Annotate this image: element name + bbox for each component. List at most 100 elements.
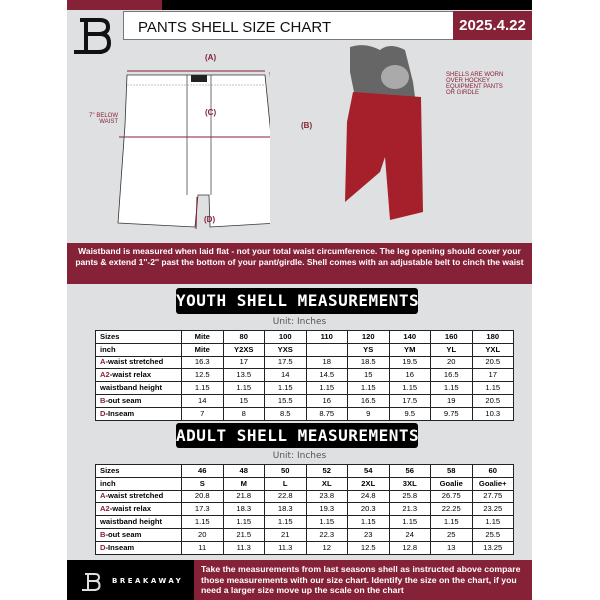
table-row: A-waist stretched 16.3 17 17.5 18 18.5 19.5 20 2… xyxy=(95,355,514,370)
footer-logo-icon xyxy=(82,573,101,591)
table-cell: 52 xyxy=(305,464,348,478)
row-label: D-Inseam xyxy=(95,406,182,421)
row-label-prefix: A xyxy=(100,491,106,501)
table-row: A2-waist relax 12.5 13.5 14 14.5 15 16 16.5 17 xyxy=(95,368,514,383)
row-label-text: inch xyxy=(100,344,116,354)
row-label: B-out seam xyxy=(95,527,182,542)
table-cell: 18 xyxy=(305,355,348,370)
row-label: waistband height xyxy=(95,381,182,395)
table-cell: 20.8 xyxy=(181,489,224,504)
table-cell: 140 xyxy=(388,330,431,344)
table-row: A2-waist relax 17.3 18.3 18.3 19.3 20.3 21.3 22… xyxy=(95,502,514,517)
table-cell: 18.3 xyxy=(264,502,307,517)
table-cell: 27.75 xyxy=(471,489,514,504)
table-cell: 20.5 xyxy=(471,355,514,370)
table-row: waistband height 1.15 1.15 1.15 1.15 1.15 1.15… xyxy=(95,381,514,395)
table-cell: 21 xyxy=(264,527,307,542)
table-cell: 1.15 xyxy=(471,381,514,395)
table-cell: 2XL xyxy=(347,476,390,491)
table-cell: 10.3 xyxy=(471,406,514,421)
row-label-prefix: D xyxy=(100,408,106,418)
row-label-text: -waist stretched xyxy=(105,357,164,367)
table-cell: 110 xyxy=(305,330,348,344)
table-cell: 1.15 xyxy=(388,381,431,395)
table-cell: 80 xyxy=(222,330,265,344)
table-cell: 13 xyxy=(430,540,473,555)
table-cell: 16.3 xyxy=(181,355,224,370)
label-a: (A) xyxy=(205,53,217,62)
table-cell: 23.25 xyxy=(471,502,514,517)
table-cell: 1.15 xyxy=(471,515,514,529)
table-cell xyxy=(305,342,348,357)
table-cell: YL xyxy=(430,342,473,357)
table-cell: 22.25 xyxy=(430,502,473,517)
table-cell: 12 xyxy=(305,540,348,555)
table-cell: XL xyxy=(305,476,348,491)
table-cell: 19.3 xyxy=(305,502,348,517)
table-cell: Mite xyxy=(181,330,224,344)
table-cell: 20.3 xyxy=(347,502,390,517)
row-label-text: waistband height xyxy=(100,383,163,393)
table-row: D-Inseam 7 8 8.5 8.75 9 9.5 9.75 10.3 xyxy=(95,406,514,421)
table-cell: 21.8 xyxy=(222,489,265,504)
table-cell: 25.8 xyxy=(388,489,431,504)
table-cell: 14.5 xyxy=(305,368,348,383)
row-label-prefix: A2 xyxy=(100,370,110,380)
table-cell: 1.15 xyxy=(222,381,265,395)
table-cell: 16 xyxy=(388,368,431,383)
row-label-prefix: A xyxy=(100,357,106,367)
info-band: Waistband is measured when laid flat - n… xyxy=(67,243,532,284)
table-cell: 23.8 xyxy=(305,489,348,504)
pants-photo xyxy=(345,45,423,220)
page-title: PANTS SHELL SIZE CHART xyxy=(123,11,453,40)
table-cell: 9 xyxy=(347,406,390,421)
table-cell: 11.3 xyxy=(222,540,265,555)
table-cell: 9.5 xyxy=(388,406,431,421)
label-d: (D) xyxy=(204,215,216,224)
table-cell: 14 xyxy=(181,393,224,408)
table-cell: 14 xyxy=(264,368,307,383)
table-cell: 16.5 xyxy=(430,368,473,383)
table-cell: Y2XS xyxy=(222,342,265,357)
table-row: waistband height 1.15 1.15 1.15 1.15 1.15 1.15… xyxy=(95,515,514,529)
row-label: Sizes xyxy=(95,330,182,344)
table-cell: 20.5 xyxy=(471,393,514,408)
table-cell: 180 xyxy=(471,330,514,344)
table-cell: 25.5 xyxy=(471,527,514,542)
table-cell: 21.5 xyxy=(222,527,265,542)
breakaway-logo xyxy=(74,18,112,54)
row-label-prefix: D xyxy=(100,542,106,552)
table-cell: 46 xyxy=(181,464,224,478)
table-cell: S xyxy=(181,476,224,491)
table-cell: 15.5 xyxy=(264,393,307,408)
table-cell: 48 xyxy=(222,464,265,478)
table-cell: M xyxy=(222,476,265,491)
table-cell: 12.5 xyxy=(181,368,224,383)
youth-section-title: YOUTH SHELL MEASUREMENTS xyxy=(176,288,419,314)
table-cell: 1.15 xyxy=(388,515,431,529)
table-cell: 1.15 xyxy=(347,515,390,529)
table-cell: 26.75 xyxy=(430,489,473,504)
row-label-prefix: A2 xyxy=(100,504,110,514)
table-cell: 12.5 xyxy=(347,540,390,555)
date-badge: 2025.4.22 xyxy=(453,11,532,40)
row-label-text: Sizes xyxy=(100,465,120,475)
row-label: A2-waist relax xyxy=(95,502,182,517)
table-cell: YM xyxy=(388,342,431,357)
row-label-text: -Inseam xyxy=(105,542,135,552)
table-cell: Goalie xyxy=(430,476,473,491)
row-label: inch xyxy=(95,342,182,357)
table-cell: 160 xyxy=(430,330,473,344)
row-label-text: Sizes xyxy=(100,331,120,341)
table-cell: 8 xyxy=(222,406,265,421)
adult-section-title: ADULT SHELL MEASUREMENTS xyxy=(176,423,419,448)
table-cell: 12.8 xyxy=(388,540,431,555)
table-cell: Goalie+ xyxy=(471,476,514,491)
table-cell: 22.3 xyxy=(305,527,348,542)
table-cell: 1.15 xyxy=(347,381,390,395)
table-cell: 16.5 xyxy=(347,393,390,408)
shell-note: SHELLS ARE WORN OVER HOCKEY EQUIPMENT PA… xyxy=(446,72,504,96)
table-cell: 8.75 xyxy=(305,406,348,421)
table-cell: 1.15 xyxy=(181,515,224,529)
label-b: (B) xyxy=(301,121,313,130)
